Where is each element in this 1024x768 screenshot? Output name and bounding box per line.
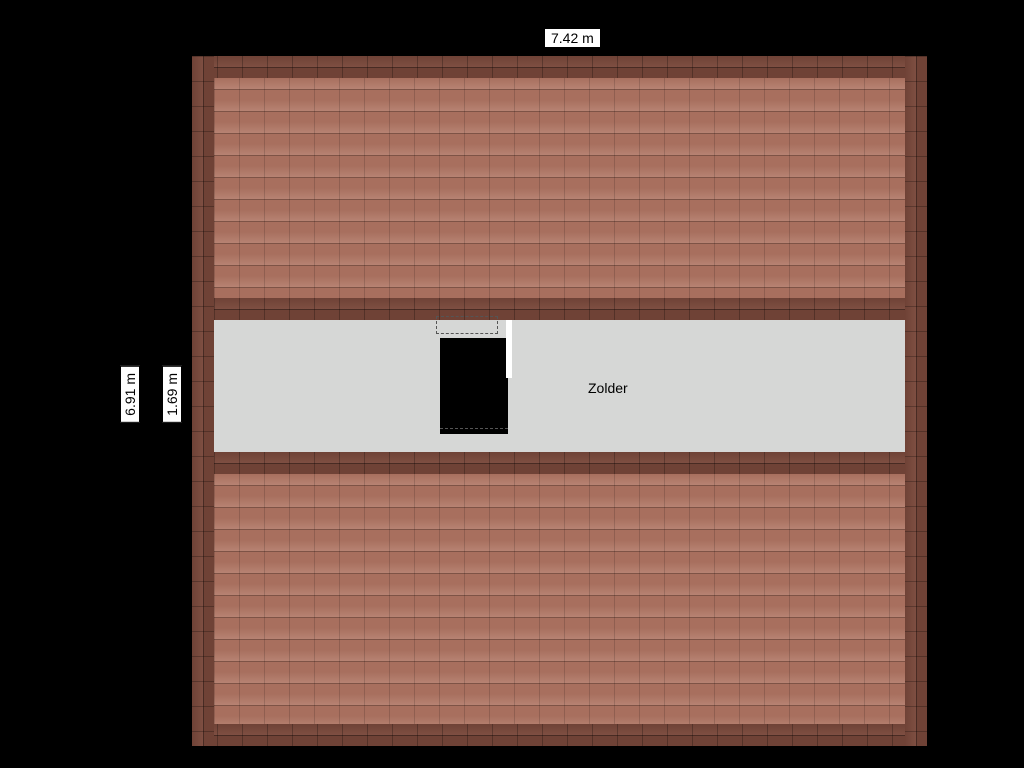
roof-edge-bottom xyxy=(192,724,927,746)
dimension-top: 7.42 m xyxy=(544,28,601,48)
opening-dashed-top xyxy=(436,316,498,334)
roof-edge-right xyxy=(905,56,927,746)
roof-dark-row-upper xyxy=(214,298,905,320)
roof-dark-row-lower xyxy=(214,452,905,474)
floorplan-canvas: 7.42 m 6.91 m 1.69 m Zolder xyxy=(0,0,1024,768)
roof-lower xyxy=(214,452,905,724)
dimension-left-inner: 1.69 m xyxy=(162,366,182,423)
roof-edge-left xyxy=(192,56,214,746)
dimension-left-outer: 6.91 m xyxy=(120,366,140,423)
room-label-zolder: Zolder xyxy=(588,380,628,396)
opening-dashed-bottom xyxy=(440,428,508,435)
floor-opening xyxy=(440,338,508,434)
wall-stub xyxy=(506,320,512,378)
roof-edge-top xyxy=(192,56,927,78)
attic-floor xyxy=(214,320,905,452)
roof-upper xyxy=(214,78,905,320)
